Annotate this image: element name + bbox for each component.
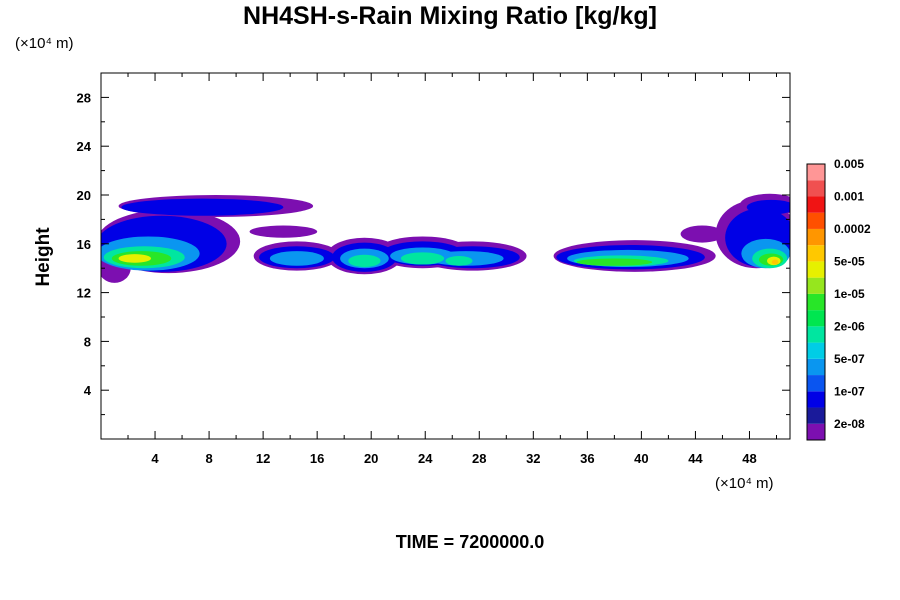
contour-region <box>746 199 790 215</box>
colorbar-swatch <box>807 245 825 262</box>
colorbar-swatch <box>807 423 825 440</box>
contour-region <box>680 225 724 243</box>
x-tick-label: 48 <box>742 451 756 466</box>
contour-region <box>400 252 445 265</box>
colorbar-swatch <box>807 407 825 424</box>
x-tick-label: 16 <box>310 451 324 466</box>
contour-region <box>121 198 284 216</box>
plot-frame <box>100 72 791 440</box>
x-tick-label: 20 <box>364 451 378 466</box>
colorbar-label: 2e-06 <box>834 319 865 333</box>
colorbar-label: 1e-05 <box>834 287 865 301</box>
y-tick-label: 4 <box>84 383 92 398</box>
contour-region <box>771 259 779 265</box>
colorbar-frame <box>806 163 826 441</box>
time-label: TIME = 7200000.0 <box>395 532 545 552</box>
x-unit-label: (×10⁴ m) <box>715 475 774 492</box>
colorbar-swatch <box>807 228 825 246</box>
colorbar-label: 0.005 <box>834 157 864 171</box>
x-tick-label: 44 <box>688 451 703 466</box>
contour-region <box>249 225 318 238</box>
y-tick-label: 8 <box>84 334 91 349</box>
y-tick-label: 28 <box>77 90 91 105</box>
y-unit-label: (×10⁴ m) <box>15 35 74 52</box>
contour-region <box>576 258 653 266</box>
y-tick-label: 24 <box>77 139 92 154</box>
colorbar-swatch <box>807 277 825 294</box>
y-tick-label: 16 <box>77 237 91 252</box>
x-tick-label: 36 <box>580 451 594 466</box>
colorbar-label: 5e-05 <box>834 254 865 268</box>
colorbar-label: 5e-07 <box>834 352 865 366</box>
colorbar-swatch <box>807 212 825 229</box>
colorbar-swatch <box>807 358 825 376</box>
colorbar-swatch <box>807 326 825 343</box>
x-tick-label: 32 <box>526 451 540 466</box>
contour-region <box>269 251 324 266</box>
chart-title: NH4SH-s-Rain Mixing Ratio [kg/kg] <box>243 2 657 30</box>
colorbar-swatch <box>807 342 825 359</box>
contour-region <box>118 254 151 263</box>
colorbar-swatch <box>807 196 825 213</box>
colorbar-label: 0.0002 <box>834 222 871 236</box>
x-tick-label: 24 <box>418 451 433 466</box>
colorbar-swatch <box>807 261 825 278</box>
x-tick-label: 8 <box>205 451 212 466</box>
contour-region <box>348 254 381 267</box>
colorbar-label: 2e-08 <box>834 417 865 431</box>
colorbar-swatch <box>807 310 825 327</box>
colorbar: 2e-08 1e-07 5e-07 2e-06 1e-05 5e-05 0.0002 0.00… <box>806 157 871 441</box>
y-axis-label: Height <box>33 227 54 287</box>
x-tick-label: 40 <box>634 451 648 466</box>
contour-fills <box>101 193 790 283</box>
y-tick-label: 20 <box>77 188 91 203</box>
x-tick-label: 12 <box>256 451 270 466</box>
colorbar-swatch <box>807 164 825 181</box>
colorbar-label: 0.001 <box>834 189 864 203</box>
colorbar-swatch <box>807 391 825 408</box>
colorbar-swatch <box>807 180 825 197</box>
colorbar-swatch <box>807 375 825 392</box>
y-tick-label: 12 <box>77 286 91 301</box>
colorbar-swatch <box>807 293 825 311</box>
x-tick-label: 28 <box>472 451 486 466</box>
contour-region <box>445 256 473 266</box>
x-tick-label: 4 <box>151 451 159 466</box>
colorbar-label: 1e-07 <box>834 384 865 398</box>
